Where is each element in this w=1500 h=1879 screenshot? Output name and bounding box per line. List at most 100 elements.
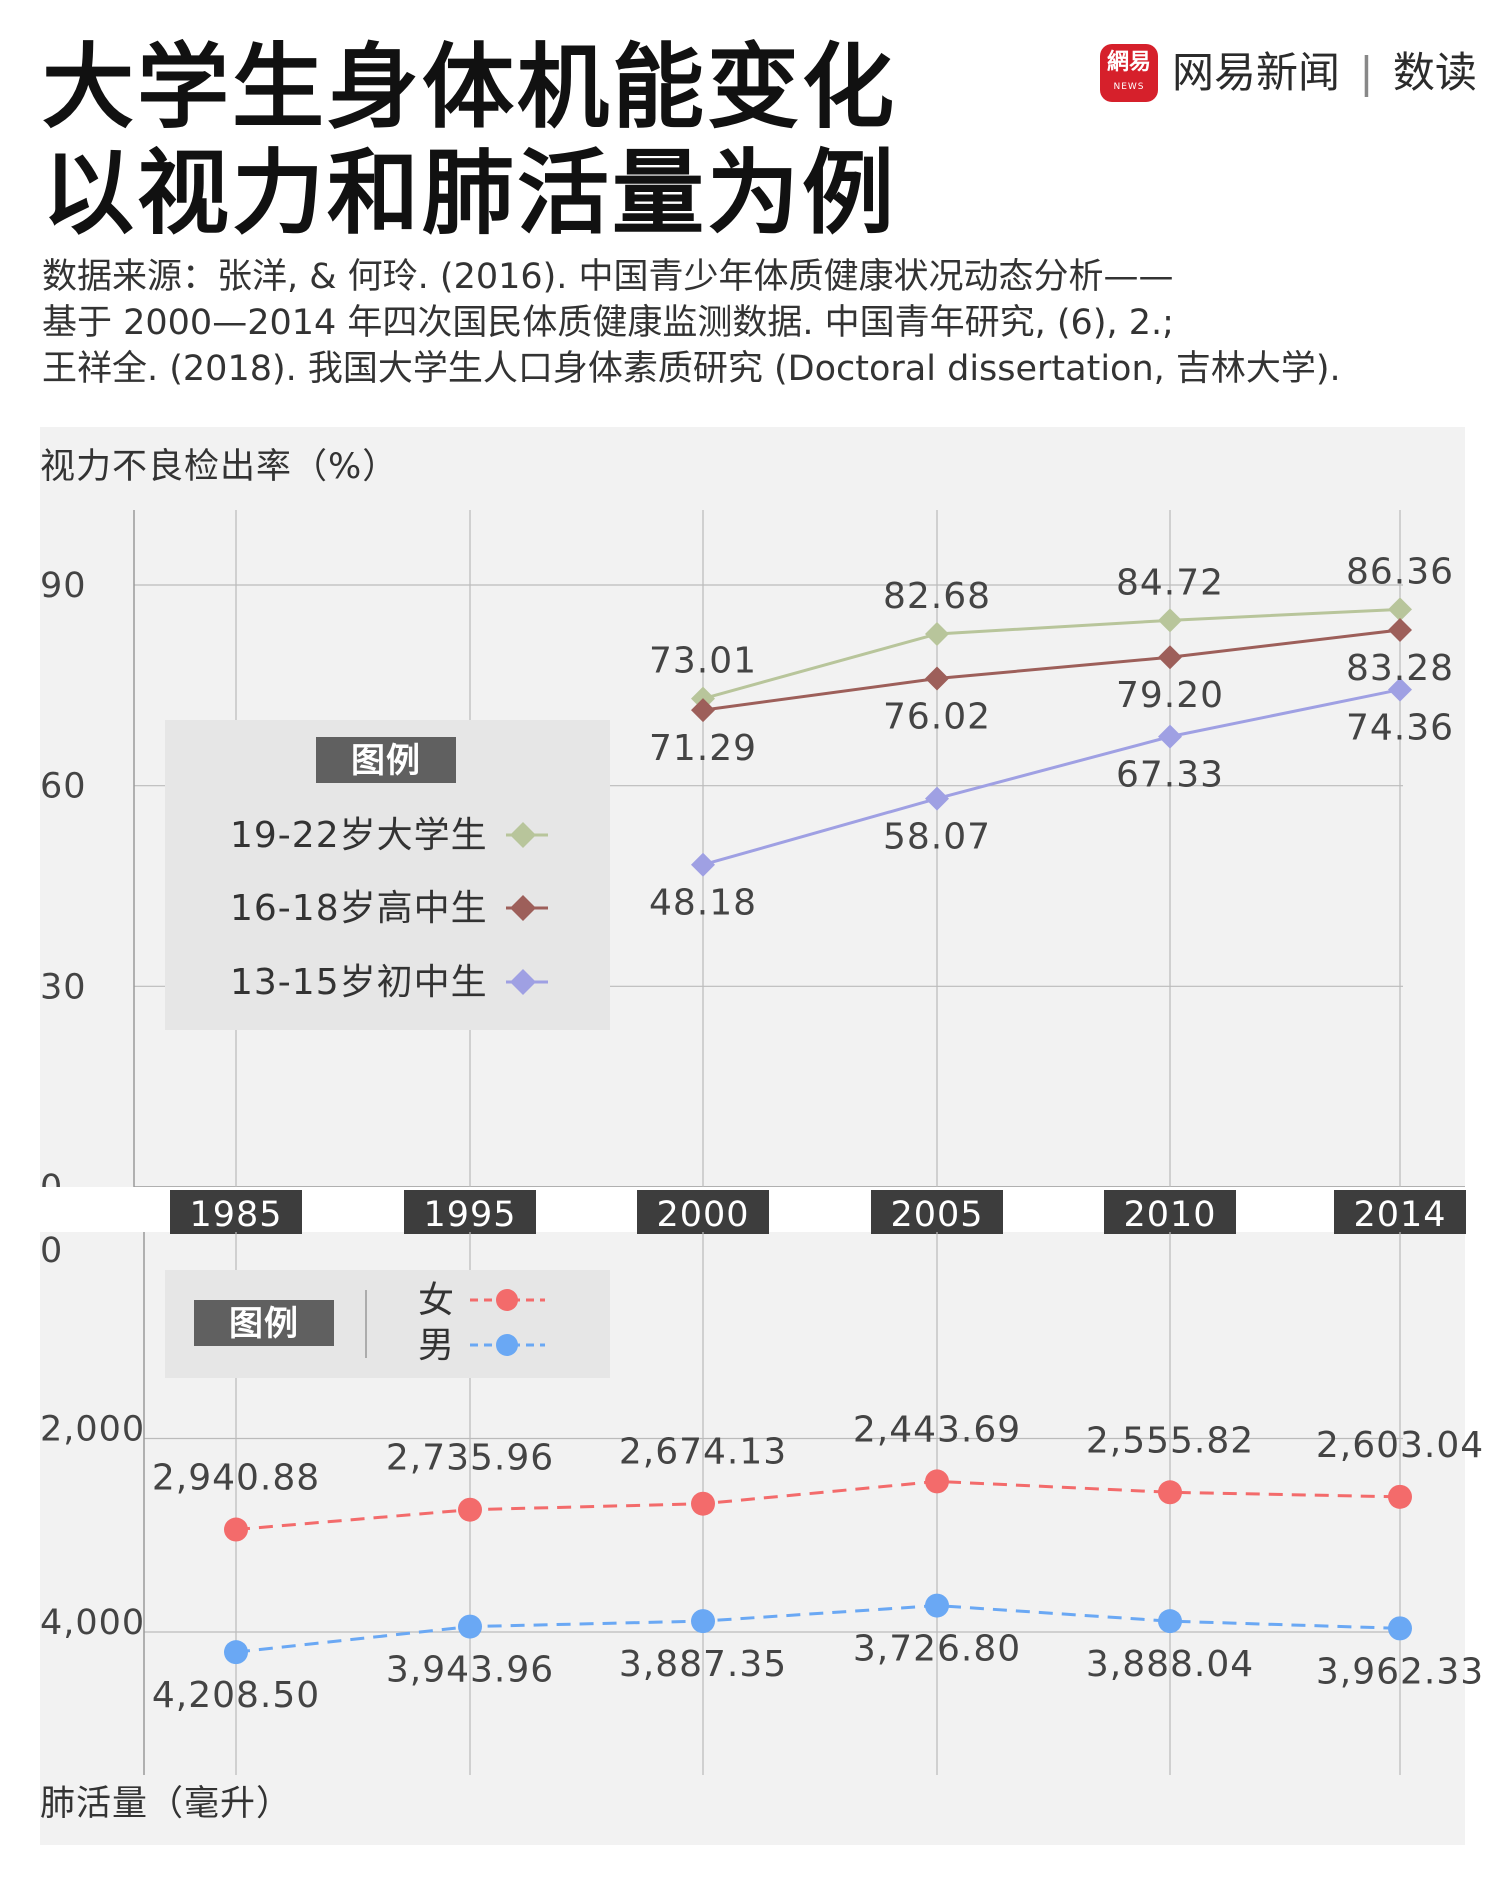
lung-legend-title-bg [194,1300,334,1346]
vision-legend-marker-icon [510,895,536,921]
brand-name: 网易新闻 | 数读 [1172,46,1477,100]
lung-data-label: 2,674.13 [619,1432,787,1473]
lung-data-label: 3,888.04 [1086,1644,1254,1685]
year-label: 2005 [890,1195,983,1235]
lung-data-label: 2,555.82 [1086,1420,1254,1461]
year-label: 2000 [656,1195,749,1235]
lung-data-label: 2,603.04 [1316,1425,1484,1466]
brand-separator: | [1359,48,1374,97]
vision-series-line [702,607,1401,701]
year-label-bg [404,1190,536,1234]
year-label-bg [1104,1190,1236,1234]
source-line-3: 王祥全. (2018). 我国大学生人口身体素质研究 (Doctoral dis… [42,349,1341,389]
vision-data-label: 58.07 [883,817,991,858]
year-label: 1995 [423,1195,516,1235]
year-label-bg [871,1190,1003,1234]
vision-data-label: 83.28 [1346,648,1454,689]
vision-data-marker [1158,608,1182,633]
vision-legend-marker-icon [510,969,536,995]
year-label-bg [637,1190,769,1234]
lung-data-marker [458,1497,482,1522]
lung-data-label: 2,735.96 [386,1438,554,1479]
source-line-2: 基于 2000—2014 年四次国民体质健康监测数据. 中国青年研究, (6),… [42,303,1174,343]
vision-data-label: 86.36 [1346,551,1454,592]
vision-data-marker [1388,617,1412,642]
lung-data-label: 2,443.69 [853,1409,1021,1450]
lung-legend-marker-icon [496,1334,518,1356]
brand-product: 数读 [1392,48,1477,97]
year-label: 1985 [189,1195,282,1235]
vision-data-marker [1158,724,1182,749]
lung-data-marker [925,1593,949,1618]
lung-legend-marker-icon [496,1289,518,1311]
vision-data-marker [925,786,949,811]
lung-y-tick-label: 2,000 [40,1410,145,1450]
lung-series-line [235,1479,1401,1532]
lung-y-tick-label: 4,000 [40,1603,145,1643]
vision-legend-label: 19-22岁大学生 [230,815,488,856]
vision-legend-label: 13-15岁初中生 [230,962,488,1003]
brand-logo-block: 網易 NEWS 网易新闻 | 数读 [1100,40,1477,104]
vision-series-line [702,688,1401,867]
vision-legend-title: 图例 [351,741,421,781]
vision-legend-label: 16-18岁高中生 [230,888,488,929]
lung-data-marker [1158,1609,1182,1634]
vision-data-marker [925,621,949,646]
vision-data-label: 71.29 [649,728,757,769]
vision-data-marker [1388,597,1412,622]
lung-data-marker [691,1609,715,1634]
vision-data-label: 82.68 [883,576,991,617]
lung-data-label: 3,962.33 [1316,1651,1484,1692]
lung-data-marker [224,1640,248,1665]
lung-data-label: 3,887.35 [619,1644,787,1685]
vision-data-marker [1388,677,1412,702]
chart-title-line1: 大学生身体机能变化 [42,34,898,141]
lung-legend-title: 图例 [229,1304,299,1344]
lung-legend-label: 男 [418,1325,455,1366]
vision-legend-marker-icon [510,822,536,848]
vision-data-label: 84.72 [1116,562,1224,603]
vision-data-marker [691,852,715,877]
vision-legend-title-bg [316,737,456,783]
brand-name-text: 网易新闻 [1172,48,1341,97]
year-label-bg [1334,1190,1466,1234]
logo-subtext: NEWS [1113,82,1145,92]
vision-data-label: 76.02 [883,697,991,738]
lung-data-marker [925,1469,949,1494]
year-label-bg [170,1190,302,1234]
vision-y-axis-label: 视力不良检出率（%） [40,447,398,487]
vision-data-label: 73.01 [649,641,757,682]
vision-data-label: 67.33 [1116,755,1224,796]
vision-y-tick-label: 60 [40,767,87,807]
lung-data-label: 3,943.96 [386,1650,554,1691]
lung-data-marker [1158,1480,1182,1505]
netease-news-logo-icon: 網易 NEWS [1100,44,1158,102]
lung-data-label: 3,726.80 [853,1629,1021,1670]
lung-data-marker [1388,1484,1412,1509]
lung-data-marker [691,1491,715,1516]
vision-data-label: 79.20 [1116,675,1224,716]
lung-data-label: 4,208.50 [152,1675,320,1716]
source-line-1: 数据来源：张洋, & 何玲. (2016). 中国青少年体质健康状况动态分析—— [42,257,1174,297]
lung-data-marker [1388,1616,1412,1641]
vision-y-tick-label: 90 [40,566,87,606]
vision-series-line [702,628,1401,712]
lung-y-tick-label: 0 [40,1231,63,1271]
vision-data-marker [1158,645,1182,670]
logo-text: 網易 [1106,50,1151,75]
chart-title-line2: 以视力和肺活量为例 [42,140,898,247]
lung-data-marker [458,1614,482,1639]
vision-y-tick-label: 30 [40,967,87,1007]
vision-data-marker [925,666,949,691]
lung-data-marker [224,1517,248,1542]
year-label: 2014 [1353,1195,1446,1235]
lung-data-label: 2,940.88 [152,1458,320,1499]
lung-series-line [235,1604,1401,1654]
vision-data-label: 74.36 [1346,708,1454,749]
vision-data-label: 48.18 [649,883,757,924]
lung-legend-label: 女 [418,1280,455,1321]
lung-y-axis-label: 肺活量（毫升） [40,1784,292,1824]
year-label: 2010 [1123,1195,1216,1235]
vision-data-marker [691,698,715,723]
